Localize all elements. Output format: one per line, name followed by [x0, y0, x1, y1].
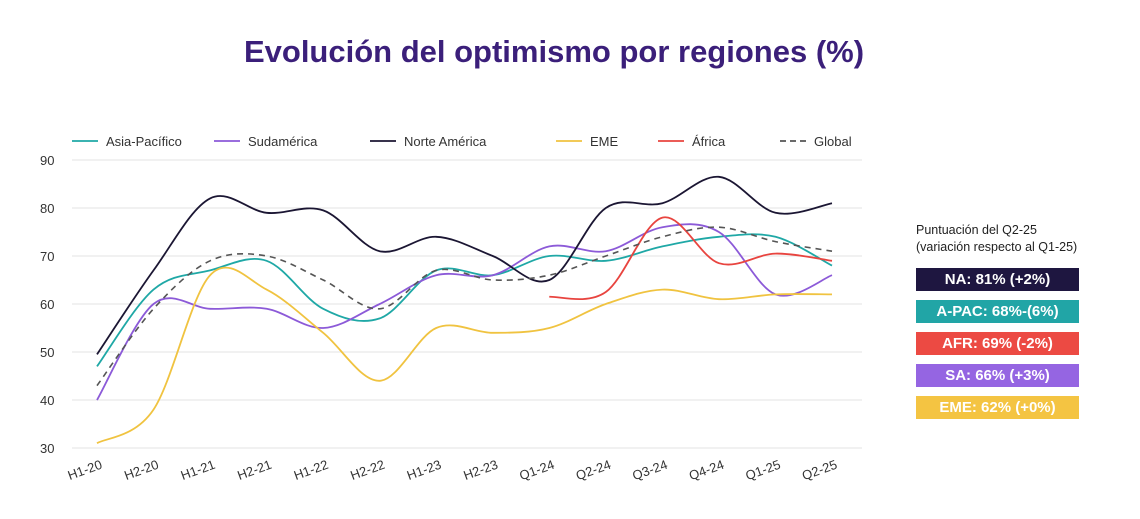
x-tick-label: H1-21 — [179, 457, 217, 483]
legend-label-asia-pacifico: Asia-Pacífico — [106, 134, 182, 149]
score-badges: NA: 81% (+2%) A-PAC: 68%-(6%) AFR: 69% (-2… — [916, 268, 1116, 419]
score-badge-3: SA: 66% (+3%) — [916, 364, 1079, 387]
y-tick-label: 80 — [40, 201, 54, 216]
x-tick-label: H2-22 — [348, 457, 386, 483]
x-tick-label: Q1-25 — [743, 457, 782, 483]
series-line-norte-america — [96, 175, 833, 355]
series-line-global — [96, 226, 833, 387]
score-badge-1: A-PAC: 68%-(6%) — [916, 300, 1079, 323]
series-line-eme — [96, 266, 833, 445]
x-tick-label: Q4-24 — [687, 457, 726, 483]
score-badge-2: AFR: 69% (-2%) — [916, 332, 1079, 355]
score-badge-0: NA: 81% (+2%) — [916, 268, 1079, 291]
x-tick-label: Q2-25 — [800, 457, 839, 483]
score-panel: Puntuación del Q2-25 (variación respecto… — [916, 222, 1116, 428]
y-tick-label: 50 — [40, 345, 54, 360]
score-panel-caption: Puntuación del Q2-25 (variación respecto… — [916, 223, 1078, 254]
x-tick-label: H2-23 — [461, 457, 499, 483]
y-axis-ticks: 30 40 50 60 70 80 90 — [40, 153, 54, 456]
y-tick-label: 60 — [40, 297, 54, 312]
x-tick-label: H1-20 — [66, 457, 104, 483]
legend-label-eme: EME — [590, 134, 619, 149]
legend-label-global: Global — [814, 134, 852, 149]
series-line-africa — [549, 216, 833, 301]
legend-label-africa: África — [692, 134, 726, 149]
series-line-sudamerica — [96, 223, 833, 401]
x-tick-label: H1-23 — [405, 457, 443, 483]
y-tick-label: 40 — [40, 393, 54, 408]
legend: Asia-Pacífico Sudamérica Norte América EME Á… — [72, 134, 852, 149]
series-lines — [96, 175, 833, 445]
series-line-asia-pacifico — [96, 233, 833, 367]
x-axis-ticks: H1-20 H2-20 H1-21 H2-21 H1-22 H2-22 H1-23 H2-23… — [66, 457, 839, 483]
x-tick-label: Q1-24 — [517, 457, 556, 483]
y-tick-label: 30 — [40, 441, 54, 456]
x-tick-label: H1-22 — [292, 457, 330, 483]
x-tick-label: H2-20 — [122, 457, 160, 483]
legend-label-sudamerica: Sudamérica — [248, 134, 318, 149]
x-tick-label: Q3-24 — [630, 457, 669, 483]
y-tick-label: 70 — [40, 249, 54, 264]
x-tick-label: H2-21 — [235, 457, 273, 483]
grid-lines — [72, 159, 862, 449]
x-tick-label: Q2-24 — [574, 457, 613, 483]
score-badge-4: EME: 62% (+0%) — [916, 396, 1079, 419]
chart-title: Evolución del optimismo por regiones (%) — [243, 34, 865, 69]
legend-label-norte-america: Norte América — [404, 134, 487, 149]
y-tick-label: 90 — [40, 153, 54, 168]
